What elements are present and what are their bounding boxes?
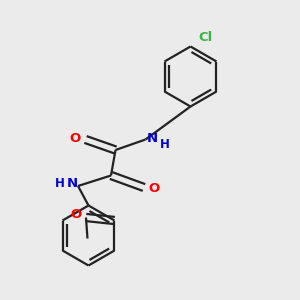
Text: O: O — [148, 182, 160, 196]
Text: O: O — [70, 208, 82, 221]
Text: Cl: Cl — [198, 31, 212, 44]
Text: H: H — [55, 177, 64, 190]
Text: N: N — [66, 177, 77, 190]
Text: O: O — [70, 131, 81, 145]
Text: N: N — [146, 132, 158, 146]
Text: H: H — [160, 138, 170, 152]
